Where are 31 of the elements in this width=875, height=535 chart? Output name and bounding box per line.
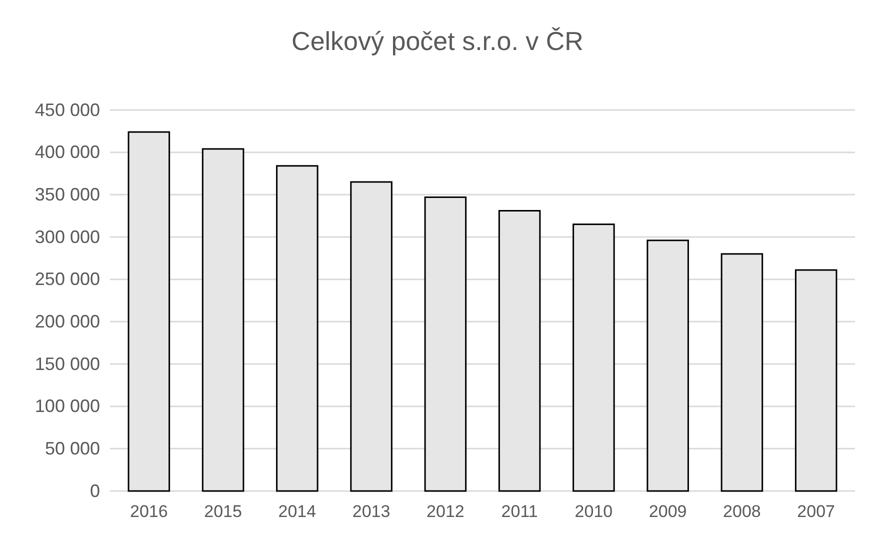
x-tick-label: 2009 [648,502,687,522]
x-tick-label: 2007 [797,502,835,522]
bar [424,196,467,492]
y-tick-label: 400 000 [34,142,100,162]
x-tick-label: 2011 [501,502,538,522]
chart-title: Celkový počet s.r.o. v ČR [292,26,584,56]
x-tick-label: 2013 [352,502,390,522]
y-tick-label: 50 000 [44,438,100,458]
bar [572,224,615,492]
y-tick-label: 0 [90,480,100,501]
bar [128,131,170,492]
bar [350,181,392,492]
bar [794,269,838,492]
bar [202,148,244,492]
y-tick-label: 250 000 [34,269,100,290]
bar [646,240,689,492]
y-tick-label: 350 000 [34,184,100,204]
y-tick-label: 150 000 [34,354,100,374]
x-tick-label: 2012 [426,502,464,522]
x-tick-label: 2015 [204,502,242,522]
x-tick-label: 2010 [574,502,613,522]
x-tick-label: 2014 [278,502,316,522]
bar [276,165,318,492]
x-tick-label: 2016 [130,502,168,522]
y-tick-label: 200 000 [34,311,100,332]
bar [498,210,541,492]
x-tick-label: 2008 [723,502,761,522]
y-tick-label: 300 000 [34,226,100,247]
bar [720,253,764,492]
y-tick-label: 100 000 [34,396,100,416]
y-tick-label: 450 000 [34,100,100,120]
